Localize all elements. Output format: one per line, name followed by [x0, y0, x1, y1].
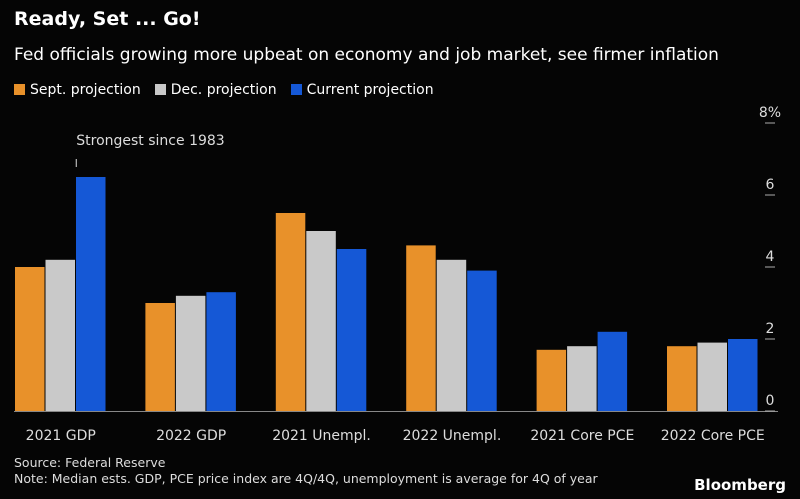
bar-1-0	[145, 303, 175, 411]
footnote: Note: Median ests. GDP, PCE price index …	[14, 471, 598, 486]
bar-0-2	[76, 177, 106, 411]
chart-title: Ready, Set ... Go!	[14, 8, 201, 30]
legend-item-sept: Sept. projection	[14, 82, 141, 98]
category-label: 2021 GDP	[26, 428, 96, 444]
category-label: 2022 Unempl.	[403, 428, 502, 444]
legend-item-dec: Dec. projection	[154, 82, 277, 98]
bar-3-1	[436, 259, 467, 411]
bar-5-0	[667, 346, 697, 411]
y-tick-label: 2	[766, 321, 775, 337]
bar-5-2	[728, 339, 758, 411]
bar-3-2	[467, 270, 497, 411]
bar-0-1	[45, 259, 75, 411]
bar-1-2	[206, 292, 236, 411]
bar-2-1	[306, 231, 336, 411]
bar-4-2	[597, 331, 628, 411]
bloomberg-logo: Bloomberg	[694, 476, 786, 494]
legend-item-current: Current projection	[290, 82, 434, 98]
category-label: 2022 Core PCE	[661, 428, 765, 444]
category-label: 2021 Unempl.	[272, 428, 371, 444]
bar-0-0	[15, 267, 45, 411]
bar-4-1	[567, 346, 597, 411]
legend: Sept. projection Dec. projection Current…	[14, 82, 434, 98]
bar-3-0	[406, 245, 436, 411]
category-label: 2022 GDP	[156, 428, 226, 444]
bar-5-1	[697, 342, 727, 411]
y-tick-label: 0	[766, 393, 775, 409]
y-tick-label: 4	[766, 249, 775, 265]
source-note: Source: Federal Reserve	[14, 455, 166, 470]
bar-1-1	[175, 295, 206, 411]
bar-2-0	[275, 213, 306, 411]
y-tick-label: 8%	[759, 105, 781, 121]
category-label: 2021 Core PCE	[530, 428, 634, 444]
chart-subtitle: Fed officials growing more upbeat on eco…	[14, 45, 719, 65]
bar-4-0	[536, 349, 567, 411]
bar-2-2	[336, 249, 367, 411]
annotation-label: Strongest since 1983	[76, 133, 224, 149]
y-tick-label: 6	[766, 177, 775, 193]
